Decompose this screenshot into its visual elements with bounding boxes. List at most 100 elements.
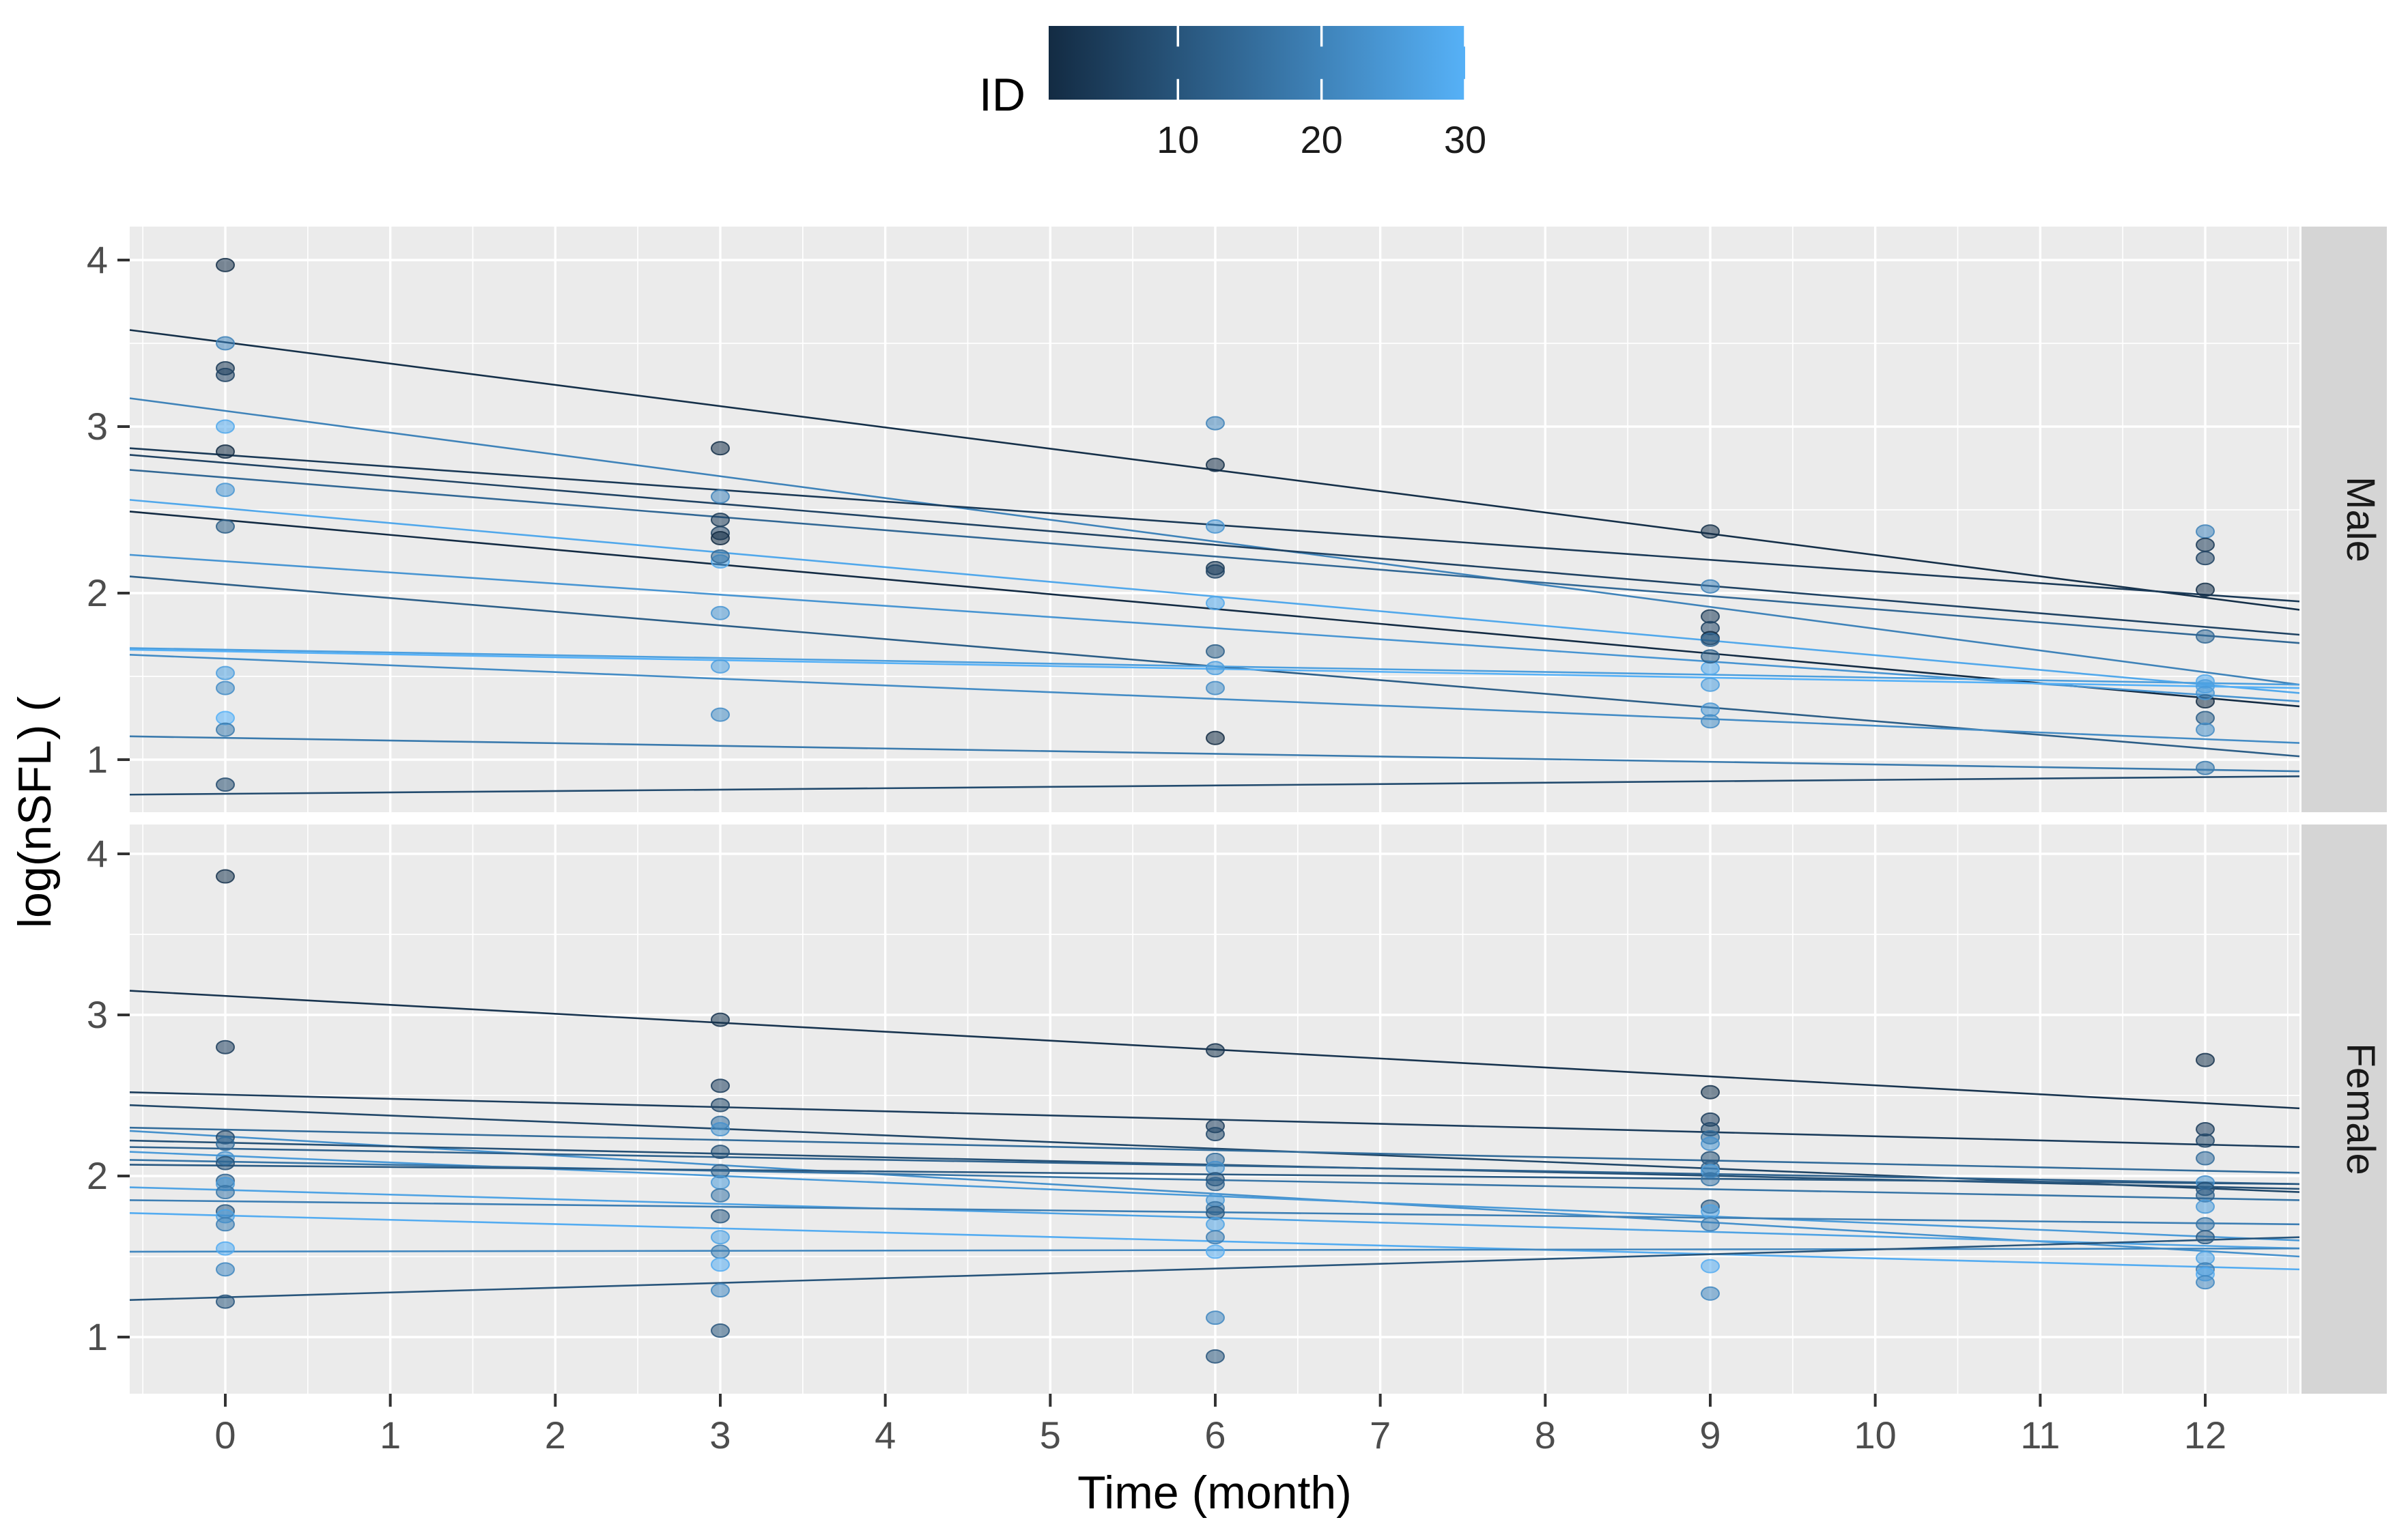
- y-tick-label: 3: [87, 993, 108, 1036]
- data-point: [2196, 537, 2215, 552]
- y-tick-label: 2: [87, 1154, 108, 1197]
- data-point: [216, 1217, 235, 1232]
- x-tick-label: 11: [2020, 1414, 2060, 1457]
- facet-strip-label-female: Female: [2338, 1043, 2383, 1175]
- data-point: [711, 530, 731, 545]
- x-tick-label: 9: [1699, 1414, 1720, 1457]
- data-point: [1701, 1172, 1720, 1187]
- data-point: [711, 1175, 731, 1190]
- axis-ticks: [117, 259, 2207, 1407]
- data-point: [2196, 524, 2215, 539]
- data-point: [1206, 416, 1226, 431]
- facet-strip: [2301, 227, 2387, 812]
- data-point: [1701, 1085, 1720, 1100]
- regression-line: [129, 1126, 2300, 1174]
- data-point: [216, 444, 235, 459]
- data-point: [2196, 679, 2215, 694]
- x-tick-label: 7: [1370, 1414, 1391, 1457]
- data-point: [2196, 551, 2215, 566]
- x-tick-label: 3: [709, 1414, 731, 1457]
- x-axis-title: Time (month): [1077, 1467, 1352, 1519]
- data-point: [711, 1257, 731, 1272]
- data-point: [1701, 714, 1720, 729]
- facet-strip: [2301, 824, 2387, 1394]
- data-point: [1206, 1310, 1226, 1325]
- x-tick-label: 12: [2184, 1414, 2226, 1457]
- data-point: [711, 1323, 731, 1338]
- data-point: [216, 257, 235, 272]
- data-point: [711, 1122, 731, 1137]
- y-tick-label: 3: [87, 405, 108, 448]
- data-point: [216, 1294, 235, 1309]
- data-point: [1701, 579, 1720, 594]
- data-point: [2196, 760, 2215, 775]
- data-point: [711, 549, 731, 564]
- data-point: [711, 707, 731, 722]
- regression-line: [129, 735, 2300, 773]
- x-tick-label: 6: [1204, 1414, 1226, 1457]
- legend-tick-label: 10: [1157, 118, 1199, 161]
- legend-tick-label: 30: [1444, 118, 1486, 161]
- x-tick-label: 8: [1535, 1414, 1556, 1457]
- data-point: [1206, 1244, 1226, 1259]
- data-point: [1206, 1127, 1226, 1142]
- data-point: [216, 1136, 235, 1151]
- x-tick-label: 2: [545, 1414, 566, 1457]
- data-point: [216, 869, 235, 884]
- y-tick-label: 1: [87, 738, 108, 781]
- data-point: [711, 1078, 731, 1093]
- legend-colorbar: 10 20 30: [1049, 26, 1486, 161]
- data-point: [711, 1283, 731, 1298]
- data-point: [1206, 596, 1226, 611]
- y-tick-label: 4: [87, 832, 108, 875]
- data-point: [1206, 1043, 1226, 1058]
- data-point: [2196, 722, 2215, 737]
- data-point: [711, 659, 731, 674]
- regression-line: [129, 397, 2300, 686]
- data-point: [2196, 1151, 2215, 1166]
- data-point: [711, 489, 731, 504]
- data-point: [2196, 1217, 2215, 1232]
- facet-strip-label-male: Male: [2338, 476, 2383, 562]
- regression-line: [129, 469, 2300, 644]
- data-point: [216, 1262, 235, 1277]
- data-point: [2196, 1199, 2215, 1214]
- data-point: [216, 367, 235, 382]
- x-tick-label: 0: [214, 1414, 236, 1457]
- x-tick-label: 10: [1854, 1414, 1897, 1457]
- data-point: [1701, 1286, 1720, 1301]
- legend-gradient-bar: [1049, 26, 1465, 100]
- data-point: [1701, 1204, 1720, 1219]
- data-point: [711, 1012, 731, 1027]
- y-tick-label: 1: [87, 1315, 108, 1358]
- regression-line: [129, 554, 2300, 702]
- data-point: [216, 1241, 235, 1256]
- data-point: [1701, 1136, 1720, 1151]
- data-point: [216, 419, 235, 434]
- legend-tick-label: 20: [1301, 118, 1343, 161]
- data-point: [2196, 1230, 2215, 1245]
- data-point: [1206, 1177, 1226, 1192]
- data-point: [216, 336, 235, 351]
- legend-title: ID: [979, 69, 1025, 121]
- data-point: [216, 483, 235, 498]
- x-tick-label: 5: [1040, 1414, 1061, 1457]
- data-point: [216, 665, 235, 680]
- data-point: [216, 1156, 235, 1171]
- data-point: [1701, 524, 1720, 539]
- data-point: [711, 1188, 731, 1203]
- data-point: [2196, 1133, 2215, 1148]
- data-point: [711, 1230, 731, 1245]
- data-point: [2196, 582, 2215, 597]
- data-point: [711, 513, 731, 528]
- data-point: [711, 1145, 731, 1160]
- data-point: [216, 680, 235, 695]
- x-tick-label: 4: [875, 1414, 896, 1457]
- data-points: [216, 257, 2215, 1364]
- y-tick-label: 4: [87, 238, 108, 281]
- data-point: [1206, 1349, 1226, 1364]
- regression-line: [129, 653, 2300, 744]
